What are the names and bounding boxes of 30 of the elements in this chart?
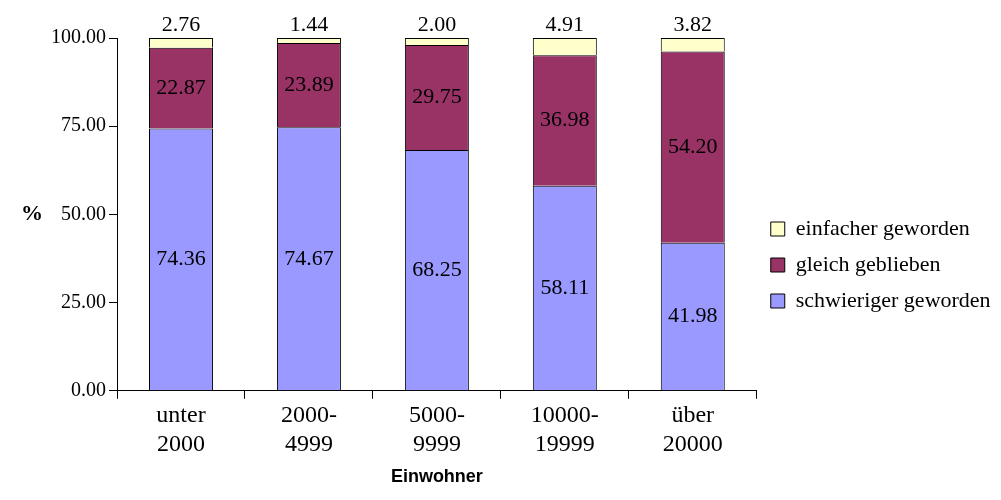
x-tick-label: 2000-4999 [280, 401, 337, 457]
data-label: 23.89 [284, 71, 334, 96]
x-tick-label: 10000-19999 [530, 401, 599, 457]
y-tick-label: 0.00 [71, 378, 106, 401]
data-label: 3.82 [673, 10, 713, 36]
data-label: 54.20 [668, 132, 718, 158]
x-tick-label: unter 2000 [156, 401, 206, 457]
x-tick-label: über 20000 [662, 401, 723, 457]
legend-label: gleich geblieben [795, 250, 941, 276]
y-axis-title: % [21, 200, 43, 226]
y-tick-label: 100.00 [51, 25, 106, 48]
legend-label: schwieriger geworden [795, 286, 991, 312]
data-label: 58.11 [540, 273, 590, 299]
data-label: 74.36 [156, 245, 206, 271]
data-label: 36.98 [540, 106, 590, 132]
y-tick-label: 75.00 [61, 113, 106, 136]
data-label: 1.44 [289, 10, 329, 36]
data-label: 68.25 [412, 255, 462, 281]
data-label: 2.76 [161, 10, 201, 36]
y-tick-label: 25.00 [61, 289, 106, 312]
data-label: 74.67 [284, 244, 334, 270]
y-tick-label: 50.00 [61, 201, 106, 224]
data-label: 4.91 [545, 10, 585, 36]
data-label: 2.00 [417, 10, 457, 36]
x-axis-title: Einwohner [390, 466, 483, 487]
data-label: 22.87 [156, 73, 206, 99]
x-tick-label: 5000-9999 [408, 401, 465, 457]
legend-label: einfacher geworden [795, 214, 970, 240]
data-label: 29.75 [412, 83, 462, 109]
data-label: 41.98 [668, 302, 718, 328]
